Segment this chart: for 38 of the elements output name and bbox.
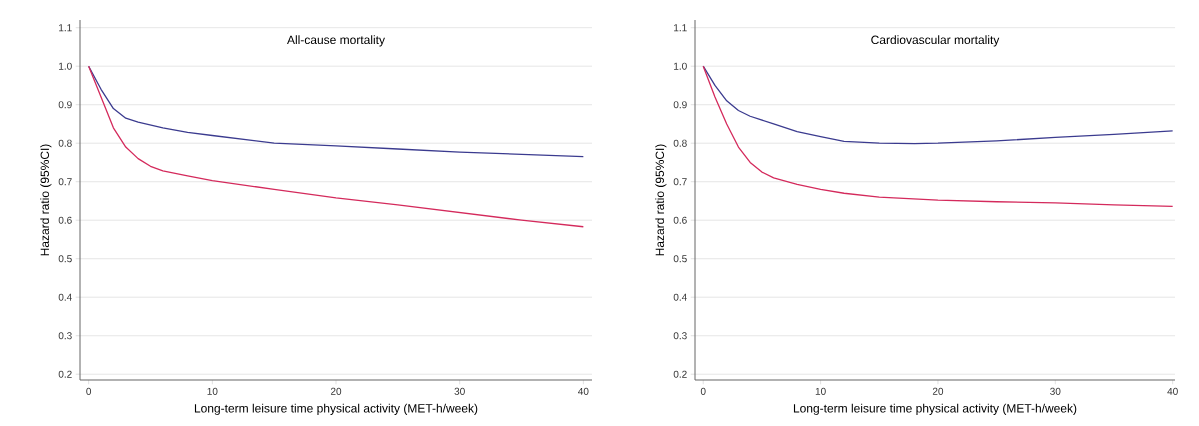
x-tick-label: 20 — [330, 387, 342, 395]
x-tick-label: 30 — [454, 387, 465, 395]
y-axis-title: Hazard ratio (95%CI) — [40, 144, 52, 256]
y-tick-label: 1.0 — [59, 62, 72, 70]
y-tick-label: 0.8 — [673, 139, 687, 147]
x-tick-label: 40 — [1167, 387, 1178, 395]
y-tick-label: 1.0 — [674, 62, 687, 70]
y-tick-label: 0.9 — [58, 101, 72, 109]
y-tick-label: 0.6 — [673, 216, 687, 224]
y-tick-label: 0.5 — [58, 255, 72, 263]
y-tick-label: 0.6 — [58, 216, 72, 224]
y-tick-label: 0.2 — [673, 370, 687, 378]
x-tick-label: 30 — [1050, 387, 1061, 395]
x-axis-title: Long-term leisure time physical activity (MET-h/week) — [194, 403, 478, 415]
x-tick-label: 10 — [207, 387, 218, 395]
y-tick-label: 0.7 — [673, 178, 687, 186]
text: Cardiovascular mortality — [871, 35, 1000, 47]
y-axis-title: Hazard ratio (95%CI) — [655, 144, 667, 256]
y-tick-label: 0.3 — [673, 332, 687, 340]
y-tick-label: 0.8 — [58, 139, 72, 147]
y-tick-label: 1.1 — [59, 24, 72, 32]
y-tick-label: 0.7 — [58, 178, 72, 186]
line-series — [702, 65, 1174, 207]
y-tick-label: 1.1 — [674, 24, 687, 32]
y-tick-label: 0.5 — [673, 255, 687, 263]
x-tick-label: 10 — [815, 387, 826, 395]
y-tick-label: 0.4 — [58, 293, 72, 301]
text: All-cause mortality — [287, 35, 385, 47]
x-axis-title: Long-term leisure time physical activity (MET-h/week) — [793, 403, 1077, 415]
y-tick-label: 0.3 — [58, 332, 72, 340]
x-tick-label: 0 — [86, 387, 92, 395]
line-series — [702, 65, 1174, 145]
y-tick-label: 0.2 — [58, 370, 72, 378]
y-tick-label: 0.9 — [673, 101, 687, 109]
x-tick-label: 20 — [932, 387, 944, 395]
x-tick-label: 0 — [700, 387, 706, 395]
y-tick-label: 0.4 — [673, 293, 687, 301]
x-tick-label: 40 — [578, 387, 589, 395]
